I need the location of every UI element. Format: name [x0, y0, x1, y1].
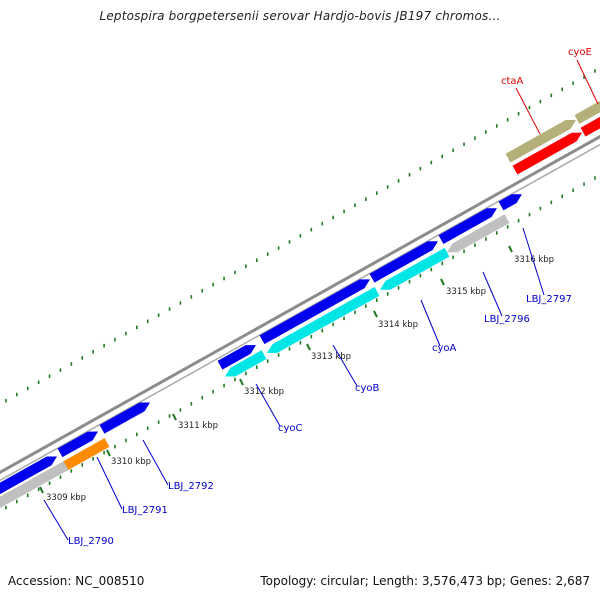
kbp-major-tick — [39, 486, 44, 494]
gene-ctaa — [505, 120, 576, 163]
kbp-label: 3314 kbp — [378, 320, 418, 330]
gene-lbj-2791-orange — [63, 438, 110, 470]
kbp-major-tick — [306, 343, 311, 351]
kbp-label: 3312 kbp — [244, 387, 284, 397]
leader-lbj-2791 — [96, 456, 123, 510]
gene-cyoa — [380, 247, 450, 290]
gene-cyoe-segment — [574, 100, 600, 124]
backbone-line-outer — [0, 134, 600, 475]
gene-lbj-2791 — [57, 431, 98, 458]
kbp-major-tick — [440, 278, 445, 286]
kbp-label: 3316 kbp — [514, 255, 554, 265]
gene-red-1 — [512, 132, 582, 175]
gene-features — [0, 100, 600, 509]
kbp-major-tick — [508, 245, 513, 253]
gene-label-lbj-2790: LBJ_2790 — [68, 536, 114, 547]
gene-label-cyoc: cyoC — [278, 423, 303, 434]
backbone-line-inner — [0, 143, 600, 482]
map-title: Leptospira borgpetersenii serovar Hardjo… — [99, 9, 501, 23]
gene-lbj-2796-blue — [438, 208, 497, 244]
gene-cyob — [267, 287, 380, 353]
leader-lbj-2797 — [522, 227, 545, 296]
kbp-label: 3309 kbp — [46, 493, 86, 503]
kbp-label: 3311 kbp — [178, 421, 218, 431]
gene-label-cyob: cyoB — [355, 383, 380, 394]
leader-lbj-2792 — [142, 439, 169, 486]
gene-cyob-blue — [259, 279, 370, 345]
gene-label-cyoa: cyoA — [432, 343, 457, 354]
gene-lbj-2792 — [99, 402, 150, 434]
kbp-major-tick — [239, 378, 244, 386]
leader-cyoc — [255, 383, 281, 427]
topology-summary: Topology: circular; Length: 3,576,473 bp… — [260, 574, 590, 588]
leader-cyob — [332, 344, 358, 387]
gene-cyoc — [225, 350, 267, 377]
gene-labels: LBJ_2790 LBJ_2791 LBJ_2792 cyoC cyoB cyo… — [68, 47, 592, 547]
leader-ctaa — [515, 87, 541, 135]
kbp-major-tick — [373, 310, 378, 318]
gene-red-2 — [580, 116, 600, 137]
leader-lbj-2796 — [482, 271, 503, 317]
leader-cyoa — [420, 299, 441, 347]
gene-lbj-2797-blue — [498, 194, 522, 211]
kbp-major-tick — [172, 413, 177, 421]
gene-label-lbj-2791: LBJ_2791 — [122, 505, 168, 516]
gene-lbj-2790 — [0, 459, 71, 509]
kbp-major-tick — [106, 449, 111, 457]
gene-label-cyoe: cyoE — [568, 47, 592, 58]
kbp-scale: 3309 kbp 3310 kbp 3311 kbp 3312 kbp 3313… — [46, 255, 554, 503]
gene-label-lbj-2796: LBJ_2796 — [484, 314, 530, 325]
gene-lbj-2789 — [0, 456, 57, 495]
kbp-label: 3310 kbp — [111, 457, 151, 467]
kbp-label: 3313 kbp — [311, 352, 351, 362]
leader-lbj-2790 — [43, 499, 69, 541]
gene-cyoc-blue — [217, 345, 256, 370]
dotted-track-rings — [5, 69, 596, 510]
gene-label-ctaa: ctaA — [501, 76, 524, 87]
gene-cyoa-blue — [369, 241, 438, 283]
gene-label-leaders — [43, 59, 599, 541]
gene-label-lbj-2797: LBJ_2797 — [526, 294, 572, 305]
gene-lbj-2796 — [447, 214, 510, 253]
kbp-label: 3315 kbp — [446, 287, 486, 297]
accession-text: Accession: NC_008510 — [8, 574, 145, 588]
gene-label-lbj-2792: LBJ_2792 — [168, 481, 214, 492]
leader-cyoe — [576, 59, 599, 105]
